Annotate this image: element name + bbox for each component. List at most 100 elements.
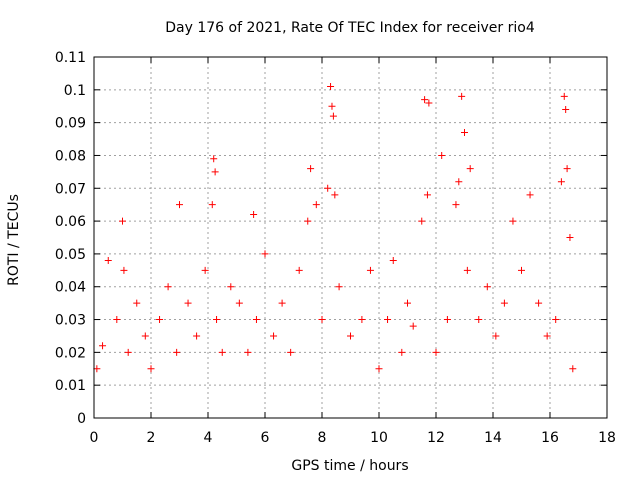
data-point — [211, 168, 219, 176]
data-point — [329, 112, 337, 120]
x-tick-label: 2 — [147, 430, 156, 446]
data-point — [119, 217, 126, 225]
data-points — [93, 83, 577, 373]
data-point — [358, 316, 366, 324]
data-point — [120, 266, 128, 274]
data-point — [278, 299, 286, 307]
data-point — [425, 99, 433, 107]
data-point — [384, 316, 392, 324]
data-point — [141, 332, 149, 340]
y-tick-label: 0.03 — [55, 313, 86, 329]
y-tick-label: 0.09 — [55, 116, 86, 132]
data-point — [235, 299, 243, 307]
data-point — [227, 283, 235, 291]
data-point — [250, 211, 258, 219]
data-point — [335, 283, 343, 291]
data-point — [398, 348, 406, 356]
data-point — [543, 332, 551, 340]
data-point — [432, 348, 440, 356]
data-point — [113, 316, 121, 324]
plot-frame — [93, 56, 608, 419]
data-point — [213, 316, 221, 324]
data-point — [244, 348, 252, 356]
y-axis-label: ROTI / TECUs — [6, 194, 22, 286]
data-point — [458, 92, 466, 100]
data-point — [312, 201, 320, 209]
grid-lines — [94, 57, 607, 418]
y-tick-label: 0.01 — [55, 378, 86, 394]
data-point — [452, 201, 460, 209]
y-axis-ticks: 0 0.01 0.02 0.03 0.04 0.05 0.06 0.07 0.08 0.09 0.1… — [55, 50, 607, 427]
data-point — [518, 266, 525, 274]
data-point — [492, 332, 500, 340]
x-tick-label: 8 — [318, 430, 327, 446]
data-point — [404, 299, 411, 307]
y-tick-label: 0.04 — [55, 280, 86, 296]
x-tick-label: 6 — [261, 430, 270, 446]
data-point — [552, 316, 560, 324]
y-tick-label: 0 — [77, 411, 86, 427]
data-point — [328, 102, 336, 110]
data-point — [318, 316, 326, 324]
data-point — [557, 178, 565, 186]
data-point — [176, 201, 183, 209]
data-point — [164, 283, 172, 291]
data-point — [409, 322, 417, 330]
data-point — [193, 332, 201, 340]
data-point — [99, 342, 107, 350]
data-point — [475, 316, 483, 324]
x-tick-label: 18 — [598, 430, 616, 446]
y-tick-label: 0.08 — [55, 148, 86, 164]
data-point — [423, 191, 431, 199]
y-tick-label: 0.11 — [55, 50, 86, 66]
data-point — [270, 332, 278, 340]
data-point — [173, 348, 181, 356]
data-point — [569, 365, 577, 373]
data-point — [535, 299, 543, 307]
data-point — [133, 299, 141, 307]
y-tick-label: 0.1 — [64, 83, 86, 99]
data-point — [366, 266, 374, 274]
x-tick-label: 10 — [370, 430, 388, 446]
data-point — [307, 165, 315, 173]
x-tick-label: 0 — [90, 430, 99, 446]
x-axis-label: GPS time / hours — [291, 458, 408, 474]
data-point — [184, 299, 192, 307]
y-tick-label: 0.06 — [55, 214, 86, 230]
data-point — [104, 256, 112, 264]
data-point — [562, 106, 570, 114]
y-tick-label: 0.05 — [55, 247, 86, 263]
data-point — [438, 151, 446, 159]
data-point — [93, 365, 101, 373]
data-point — [156, 316, 164, 324]
data-point — [463, 266, 471, 274]
data-point — [466, 165, 474, 173]
data-point — [324, 184, 332, 192]
data-point — [389, 256, 397, 264]
x-tick-label: 16 — [541, 430, 559, 446]
data-point — [304, 217, 312, 225]
data-point — [526, 191, 534, 199]
x-axis-ticks: 0 2 4 6 8 10 12 14 16 18 — [90, 57, 616, 446]
x-tick-label: 4 — [204, 430, 213, 446]
data-point — [261, 250, 269, 258]
data-point — [347, 332, 354, 340]
data-point — [124, 348, 132, 356]
data-point — [563, 165, 571, 173]
x-tick-label: 14 — [484, 430, 502, 446]
data-point — [208, 201, 216, 209]
data-point — [509, 217, 517, 225]
data-point — [295, 266, 303, 274]
data-point — [252, 316, 260, 324]
chart-title: Day 176 of 2021, Rate Of TEC Index for r… — [165, 20, 535, 36]
data-point — [201, 266, 209, 274]
data-point — [461, 128, 468, 136]
data-point — [331, 191, 339, 199]
data-point — [218, 348, 226, 356]
data-point — [566, 234, 574, 241]
data-point — [327, 83, 335, 91]
data-point — [418, 217, 426, 225]
data-point — [500, 299, 508, 307]
y-tick-label: 0.07 — [55, 181, 86, 197]
